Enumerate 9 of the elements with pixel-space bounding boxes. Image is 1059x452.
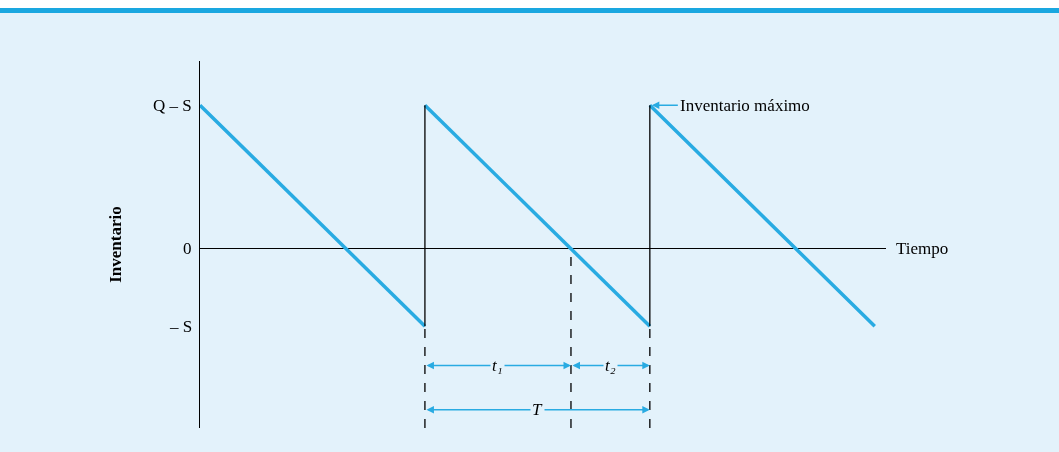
text: t₁ (492, 356, 503, 375)
text: 0 (183, 239, 192, 258)
y-axis-title: Inventario (106, 206, 126, 283)
text: T (532, 400, 543, 419)
x-axis-title: Tiempo (896, 239, 949, 258)
text: t₂ (605, 356, 616, 375)
annotation: Inventario máximo (680, 96, 810, 115)
text: Q – S (153, 96, 192, 115)
text: – S (169, 317, 193, 336)
